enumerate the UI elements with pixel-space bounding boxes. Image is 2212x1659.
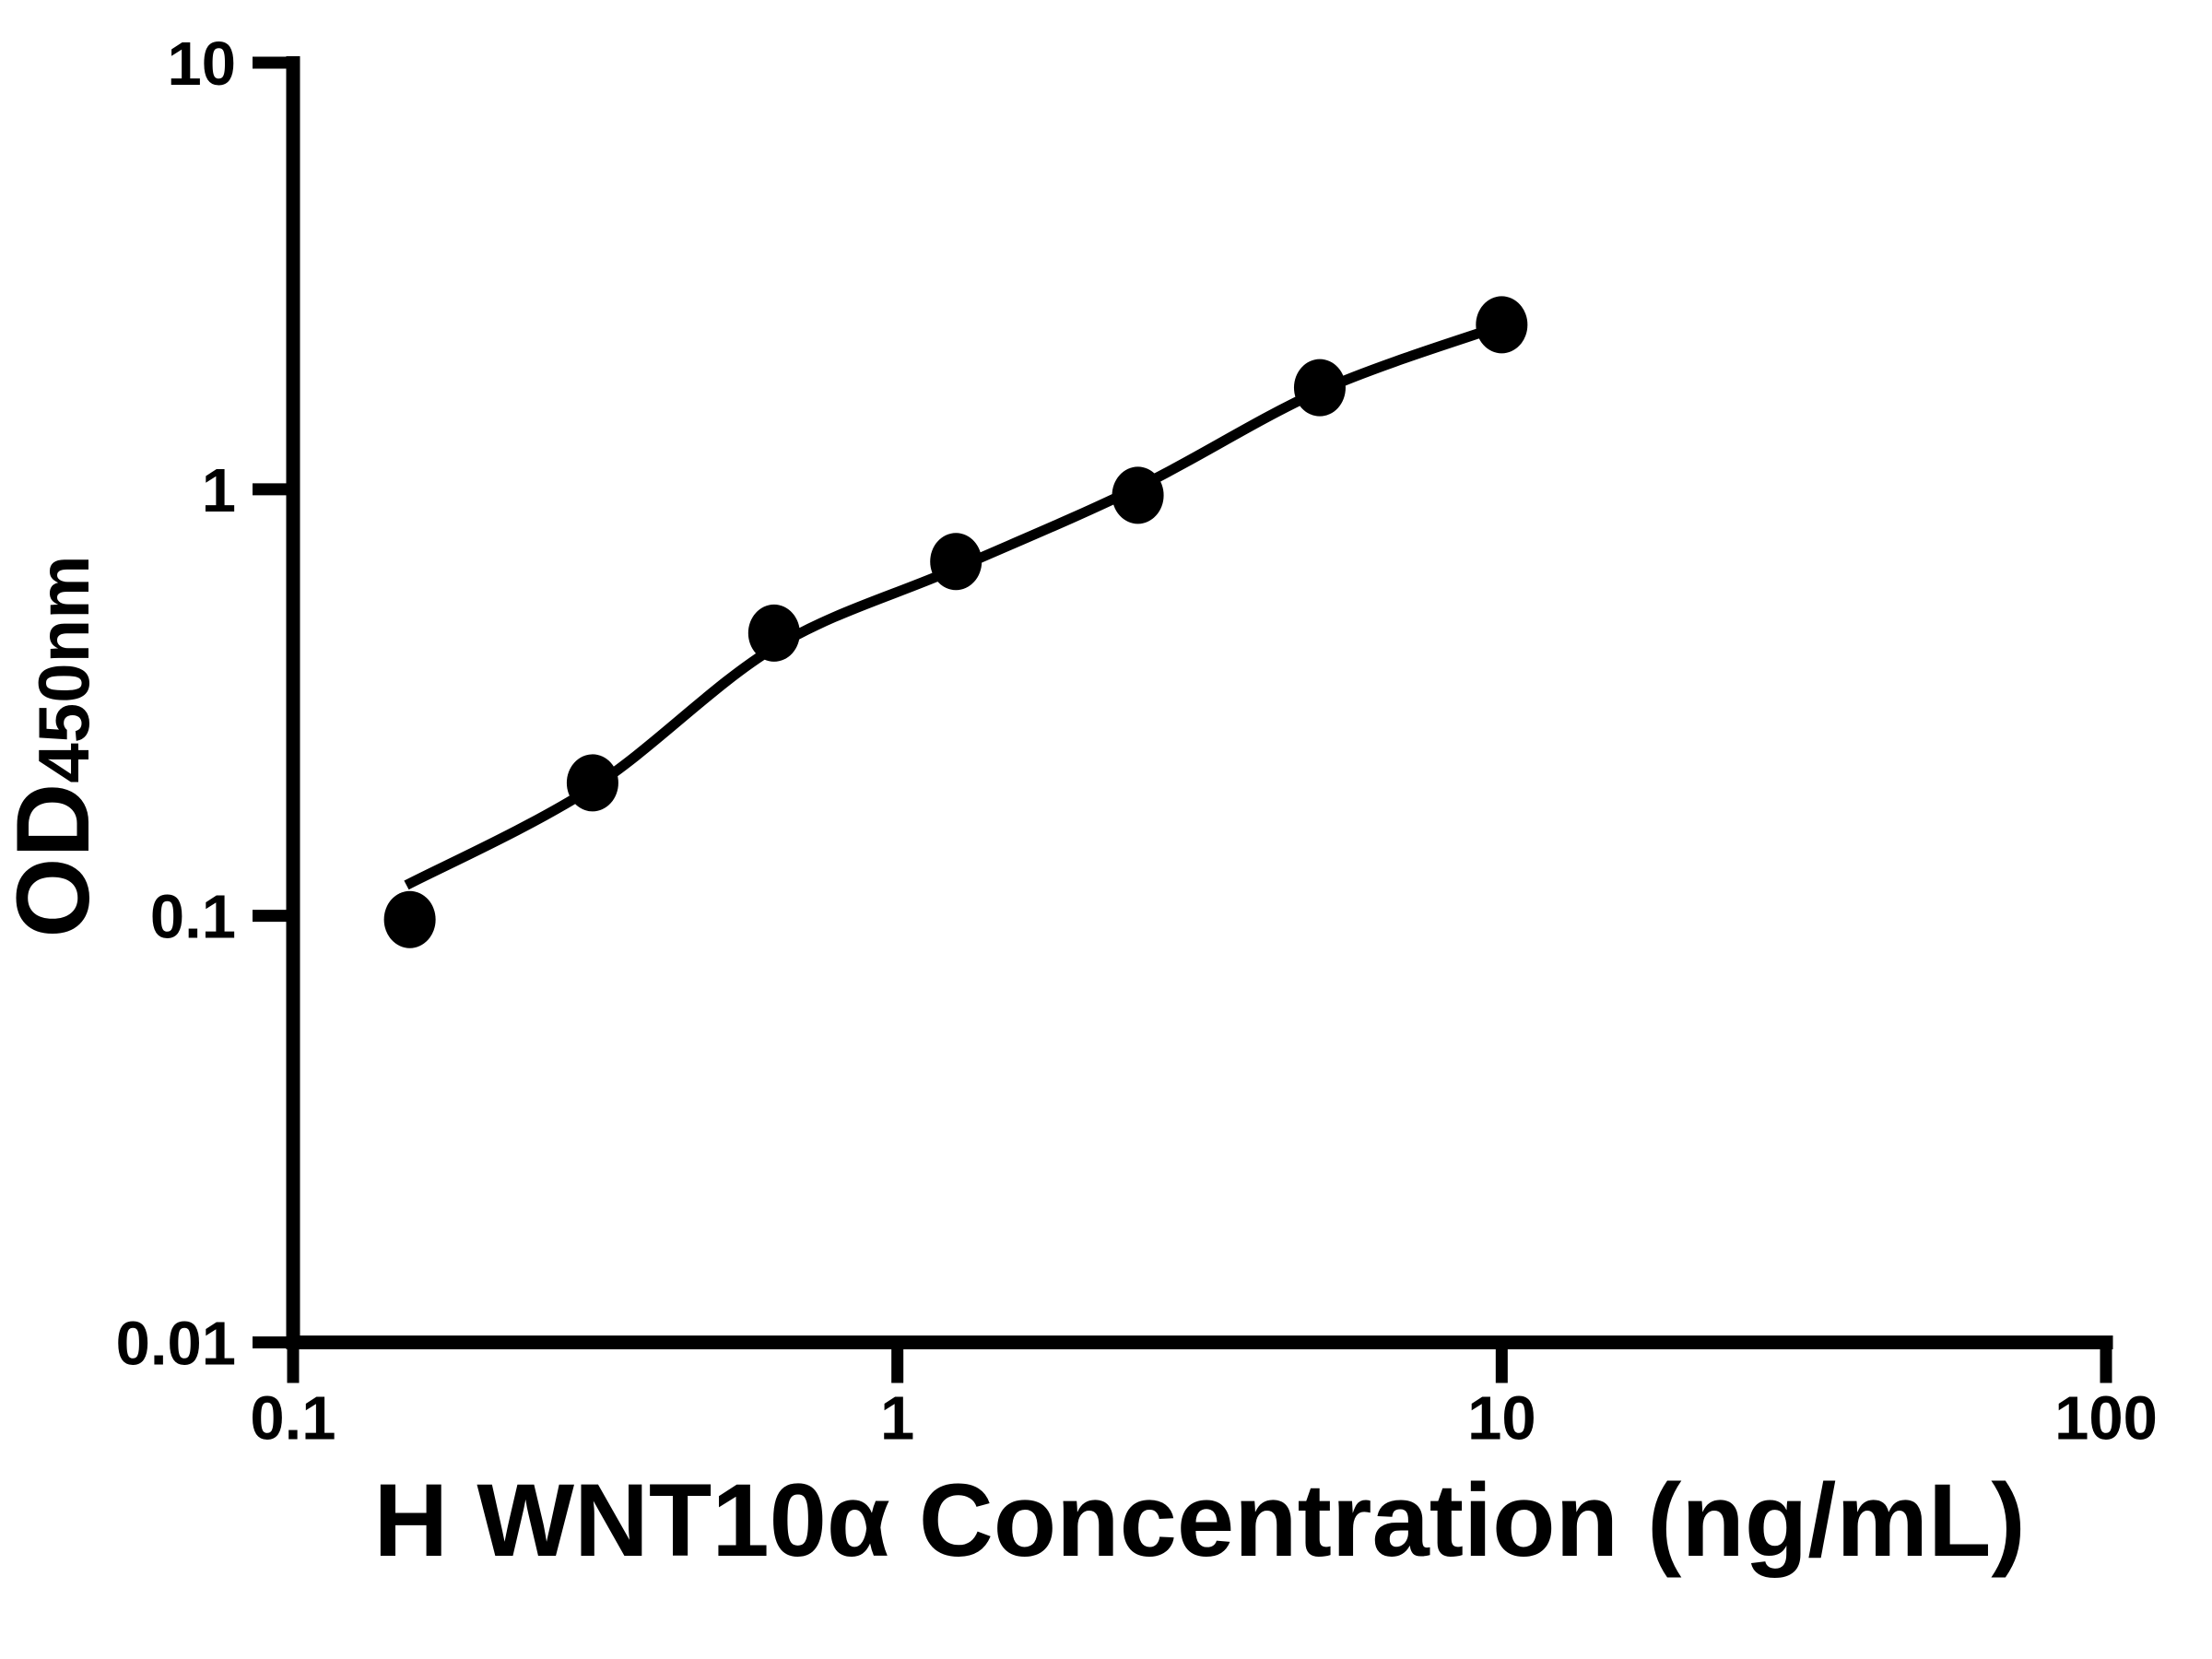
y-axis-title: OD450nm [0,555,111,937]
data-point [1476,296,1528,354]
x-tick-label: 100 [2054,1384,2158,1453]
y-tick-label: 10 [167,29,236,99]
data-point [566,754,618,812]
y-tick-label: 0.1 [150,883,236,952]
data-point [747,604,800,662]
y-axis-title-subscript: 450nm [23,555,104,783]
data-point [383,890,436,948]
data-point [1112,466,1164,524]
x-axis-title: H WNT10α Concentration (ng/mL) [373,1463,2026,1578]
x-tick-label: 0.1 [250,1384,335,1453]
data-point [930,533,982,591]
fit-curve [404,321,1504,890]
x-tick-label: 10 [1467,1384,1536,1453]
y-tick-label: 0.01 [116,1310,236,1379]
data-point [1293,359,1346,417]
x-tick-label: 1 [880,1384,914,1453]
y-axis-title-main: OD [0,782,111,938]
y-tick-label: 1 [202,456,236,525]
